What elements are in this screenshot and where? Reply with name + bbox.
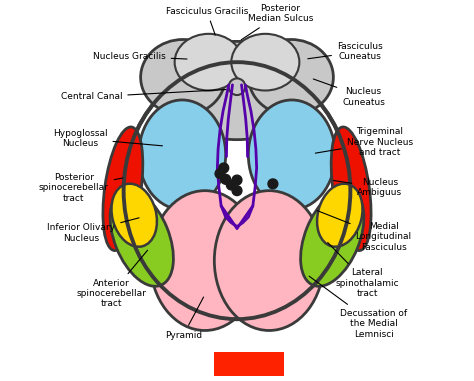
Ellipse shape [331, 127, 371, 251]
Ellipse shape [249, 40, 333, 115]
Ellipse shape [110, 189, 173, 286]
Text: Posterior
spinocerebellar
tract: Posterior spinocerebellar tract [39, 173, 123, 203]
Ellipse shape [174, 34, 243, 91]
Text: Nucleus
Cuneatus: Nucleus Cuneatus [313, 79, 385, 107]
Circle shape [227, 180, 236, 190]
Circle shape [219, 163, 228, 173]
Text: Central Canal: Central Canal [61, 90, 226, 101]
Text: Anterior
spinocerebellar
tract: Anterior spinocerebellar tract [77, 250, 147, 308]
Ellipse shape [150, 190, 260, 330]
Text: Decussation of
the Medial
Lemnisci: Decussation of the Medial Lemnisci [309, 276, 407, 339]
Ellipse shape [124, 62, 350, 319]
Text: Fasciculus
Cuneatus: Fasciculus Cuneatus [308, 42, 383, 61]
Ellipse shape [103, 127, 143, 251]
Circle shape [221, 174, 230, 184]
Ellipse shape [317, 184, 363, 247]
Ellipse shape [301, 189, 364, 286]
Text: Hypoglossal
Nucleus: Hypoglossal Nucleus [53, 129, 163, 148]
Text: Nucleus Gracilis: Nucleus Gracilis [93, 52, 187, 61]
Ellipse shape [231, 34, 300, 91]
Ellipse shape [158, 42, 316, 140]
Circle shape [215, 169, 225, 179]
Text: Posterior
Median Sulcus: Posterior Median Sulcus [241, 4, 313, 40]
Text: Lateral
spinothalamic
tract: Lateral spinothalamic tract [328, 243, 399, 298]
Text: Pyramid: Pyramid [165, 297, 203, 339]
Circle shape [232, 186, 242, 195]
Circle shape [232, 175, 242, 185]
Ellipse shape [141, 40, 225, 115]
Ellipse shape [248, 100, 335, 210]
Text: Nucleus
Ambiguus: Nucleus Ambiguus [334, 178, 402, 197]
Circle shape [268, 179, 278, 189]
Text: Inferior Olivary
Nucleus: Inferior Olivary Nucleus [47, 218, 139, 243]
Text: Medial
Longitudinal
Fasciculus: Medial Longitudinal Fasciculus [317, 211, 412, 252]
Ellipse shape [139, 100, 226, 210]
Ellipse shape [111, 184, 157, 247]
Bar [214, 352, 284, 376]
Ellipse shape [214, 190, 324, 330]
Text: Fasciculus Gracilis: Fasciculus Gracilis [165, 6, 248, 35]
Ellipse shape [228, 78, 246, 95]
Text: Trigeminal
Nerve Nucleus
and tract: Trigeminal Nerve Nucleus and tract [315, 127, 413, 157]
